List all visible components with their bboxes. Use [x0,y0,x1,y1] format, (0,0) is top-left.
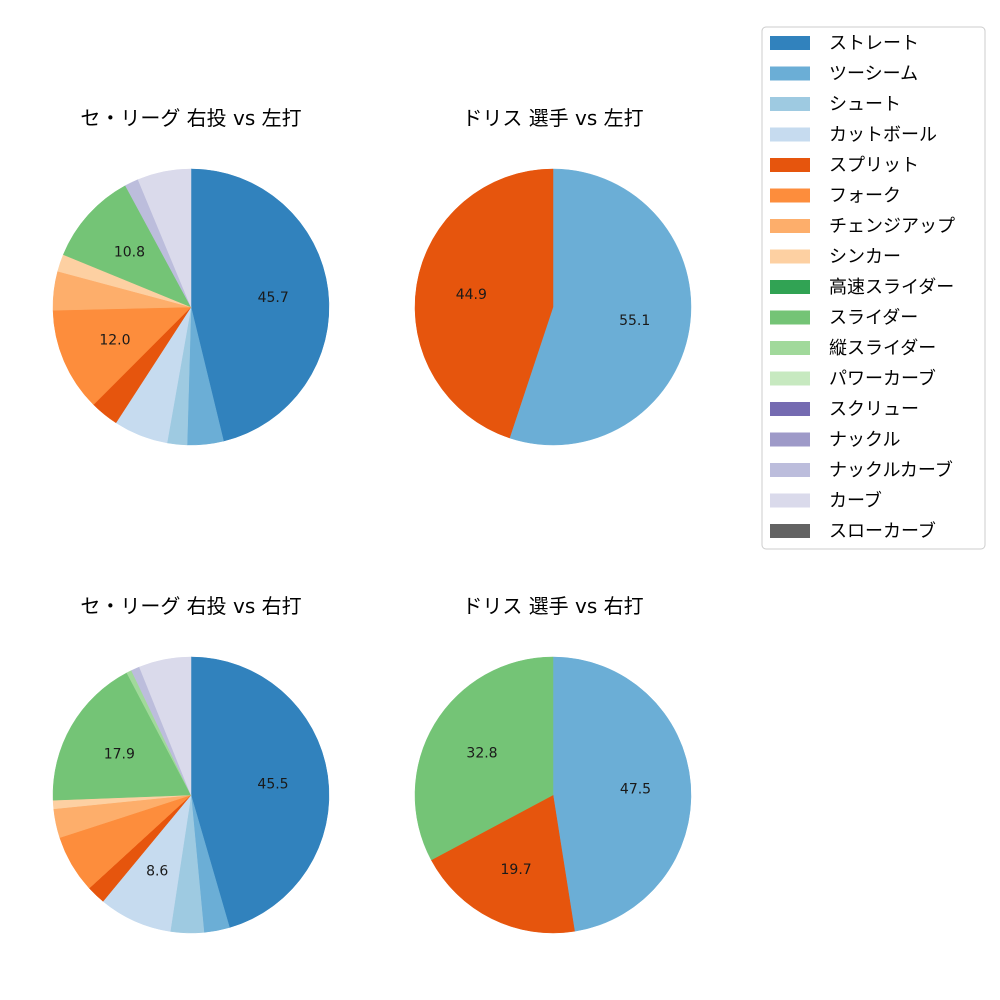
legend: ストレートツーシームシュートカットボールスプリットフォークチェンジアップシンカー… [761,26,986,550]
legend-label: シンカー [829,247,901,268]
pie-slice-label-3-3: 8.6 [146,864,168,880]
pie-slice-3-slice-0 [190,656,330,928]
pie-slice-1-slice-0 [190,168,330,442]
legend-label: カーブ [829,490,882,512]
legend-label: パワーカーブ [829,368,936,390]
legend-item: パワーカーブ [770,368,936,390]
pie-slice-2-slice-1 [414,168,554,439]
legend-swatch [770,463,810,477]
legend-label: シュート [829,94,901,115]
legend-item: スライダー [770,308,918,329]
pie-chart-3: セ・リーグ 右投 vs 右打 45.5 8.6 17.9 [52,594,330,934]
legend-label: スプリット [829,155,919,176]
legend-label: ナックルカーブ [829,459,953,481]
pie-chart-1: セ・リーグ 右投 vs 左打 45.7 12.0 10.8 [52,106,330,446]
pie-slice-label-3-0: 45.5 [257,776,288,792]
legend-label: ストレート [829,33,919,54]
legend-swatch [770,524,810,538]
legend-swatch [770,188,810,203]
pie-slice-label-2-1: 44.9 [456,287,487,303]
legend-label: 高速スライダー [829,277,954,298]
pie-slice-label-1-5: 12.0 [99,333,130,349]
legend-swatch [770,158,810,172]
chart-title-2: ドリス 選手 vs 左打 [462,106,643,130]
legend-label: スライダー [829,308,918,329]
legend-item: ナックル [770,430,900,451]
chart-title-3: セ・リーグ 右投 vs 右打 [80,594,301,618]
legend-item: シンカー [770,247,901,268]
pie-slice-label-1-8: 10.8 [114,245,145,261]
legend-swatch [770,310,810,325]
legend-swatch [770,249,810,264]
legend-label: ツーシーム [829,64,918,85]
pie-slice-label-3-8: 17.9 [104,747,135,763]
legend-label: カットボール [829,125,937,146]
legend-item: ナックルカーブ [770,459,953,481]
pie-slice-3-slice-8 [52,672,192,801]
legend-swatch [770,341,810,355]
legend-swatch [770,66,810,81]
legend-swatch [770,402,810,416]
pie-slice-label-4-1: 19.7 [501,862,532,878]
pie-slice-3-slice-11 [139,656,192,796]
legend-swatch [770,36,810,50]
legend-item: スクリュー [770,399,919,420]
legend-item: シュート [770,94,901,115]
legend-label: スクリュー [829,399,919,420]
legend-swatch [770,432,810,447]
legend-item: スローカーブ [770,520,936,542]
legend-swatch [770,371,810,386]
legend-frame [761,26,986,550]
legend-swatch [770,280,810,294]
legend-item: 高速スライダー [770,277,954,298]
chart-title-4: ドリス 選手 vs 右打 [462,594,643,618]
legend-label: ナックル [829,430,900,451]
pie-slice-4-slice-2 [414,656,554,861]
pie-slice-label-4-2: 32.8 [466,745,497,761]
legend-item: カットボール [770,125,937,146]
legend-item: 縦スライダー [770,338,936,359]
legend-swatch [770,219,810,233]
pie-slice-label-2-0: 55.1 [619,313,650,329]
legend-item: カーブ [770,490,882,512]
pie-slice-4-slice-1 [430,794,575,934]
legend-swatch [770,493,810,508]
pie-slice-label-1-0: 45.7 [258,290,289,306]
legend-swatch [770,127,810,142]
legend-label: フォーク [829,186,901,207]
pie-slice-2-slice-0 [509,168,692,446]
pie-slice-1-slice-5 [52,306,192,406]
legend-item: スプリット [770,155,919,176]
legend-item: ツーシーム [770,64,918,85]
legend-item: フォーク [770,186,901,207]
pie-chart-4: ドリス 選手 vs 右打 47.5 19.7 32.8 [414,594,692,934]
legend-label: スローカーブ [829,520,936,542]
pie-slice-label-4-0: 47.5 [620,782,651,798]
legend-item: チェンジアップ [770,216,955,237]
pie-slice-4-slice-0 [552,656,692,932]
pie-slice-1-slice-10 [137,168,192,308]
legend-label: チェンジアップ [829,216,955,237]
pie-slice-1-slice-8 [62,185,192,308]
legend-swatch [770,97,810,111]
legend-label: 縦スライダー [829,338,936,359]
chart-title-1: セ・リーグ 右投 vs 左打 [80,106,301,130]
pie-chart-2: ドリス 選手 vs 左打 55.1 44.9 [414,106,692,446]
legend-item: ストレート [770,33,919,54]
